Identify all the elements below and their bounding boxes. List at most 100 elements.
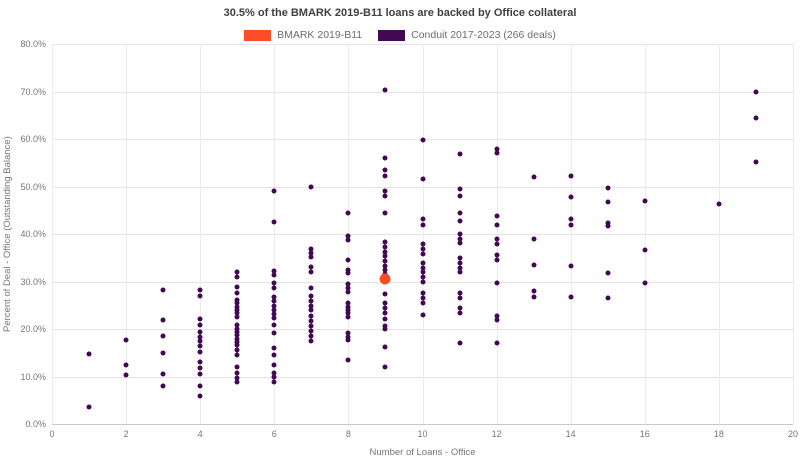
conduit-point[interactable]: [457, 269, 463, 275]
conduit-point[interactable]: [457, 255, 463, 261]
conduit-point[interactable]: [420, 295, 425, 301]
conduit-point[interactable]: [271, 330, 277, 336]
conduit-point[interactable]: [753, 89, 759, 95]
conduit-point[interactable]: [345, 334, 351, 340]
conduit-point[interactable]: [308, 264, 314, 270]
conduit-point[interactable]: [271, 374, 277, 380]
conduit-point[interactable]: [160, 371, 166, 377]
conduit-point[interactable]: [494, 280, 500, 286]
conduit-point[interactable]: [345, 267, 351, 273]
conduit-point[interactable]: [568, 216, 574, 222]
conduit-point[interactable]: [271, 285, 277, 291]
conduit-point[interactable]: [234, 364, 240, 370]
conduit-point[interactable]: [160, 350, 166, 356]
conduit-point[interactable]: [605, 223, 611, 229]
conduit-point[interactable]: [308, 313, 314, 319]
conduit-point[interactable]: [234, 300, 240, 306]
conduit-point[interactable]: [457, 305, 463, 311]
conduit-point[interactable]: [234, 310, 240, 316]
conduit-point[interactable]: [197, 329, 203, 335]
conduit-point[interactable]: [382, 249, 388, 255]
conduit-point[interactable]: [382, 188, 388, 194]
conduit-point[interactable]: [308, 323, 314, 329]
conduit-point[interactable]: [494, 340, 500, 346]
conduit-point[interactable]: [494, 146, 500, 151]
conduit-point[interactable]: [271, 352, 277, 358]
conduit-point[interactable]: [234, 339, 240, 345]
conduit-point[interactable]: [568, 263, 574, 269]
conduit-point[interactable]: [271, 303, 277, 309]
conduit-point[interactable]: [234, 314, 240, 320]
conduit-point[interactable]: [457, 240, 463, 246]
conduit-point[interactable]: [382, 210, 388, 216]
conduit-point[interactable]: [308, 293, 314, 299]
conduit-point[interactable]: [420, 265, 425, 271]
conduit-point[interactable]: [234, 332, 240, 338]
conduit-point[interactable]: [568, 194, 574, 200]
conduit-point[interactable]: [271, 370, 277, 376]
conduit-point[interactable]: [382, 326, 388, 332]
conduit-point[interactable]: [382, 316, 388, 322]
conduit-point[interactable]: [382, 300, 388, 306]
conduit-point[interactable]: [308, 285, 314, 291]
conduit-point[interactable]: [271, 268, 277, 274]
conduit-point[interactable]: [382, 87, 388, 93]
conduit-point[interactable]: [234, 322, 240, 328]
conduit-point[interactable]: [197, 393, 203, 399]
conduit-point[interactable]: [457, 186, 463, 192]
conduit-point[interactable]: [197, 322, 203, 328]
conduit-point[interactable]: [345, 310, 351, 316]
conduit-point[interactable]: [234, 375, 240, 381]
conduit-point[interactable]: [420, 260, 425, 266]
conduit-point[interactable]: [345, 281, 351, 287]
conduit-point[interactable]: [420, 274, 425, 280]
conduit-point[interactable]: [345, 330, 351, 336]
conduit-point[interactable]: [234, 304, 240, 310]
conduit-point[interactable]: [197, 293, 203, 299]
conduit-point[interactable]: [494, 150, 500, 156]
conduit-point[interactable]: [234, 336, 240, 341]
conduit-point[interactable]: [382, 263, 388, 269]
conduit-point[interactable]: [605, 295, 611, 301]
conduit-point[interactable]: [605, 270, 611, 276]
conduit-point[interactable]: [271, 219, 277, 225]
conduit-point[interactable]: [531, 236, 537, 242]
conduit-point[interactable]: [271, 345, 277, 351]
conduit-point[interactable]: [271, 188, 277, 194]
conduit-point[interactable]: [197, 371, 203, 377]
conduit-point[interactable]: [234, 379, 240, 385]
conduit-point[interactable]: [271, 322, 277, 328]
conduit-point[interactable]: [197, 359, 203, 365]
conduit-point[interactable]: [271, 294, 277, 300]
conduit-point[interactable]: [308, 328, 314, 334]
conduit-point[interactable]: [494, 313, 500, 319]
legend-item-bmark[interactable]: BMARK 2019-B11: [244, 29, 362, 41]
conduit-point[interactable]: [345, 300, 351, 306]
conduit-point[interactable]: [457, 231, 463, 237]
conduit-point[interactable]: [160, 383, 166, 389]
conduit-point[interactable]: [160, 333, 166, 339]
conduit-point[interactable]: [605, 220, 611, 226]
conduit-point[interactable]: [420, 216, 425, 222]
conduit-point[interactable]: [457, 218, 463, 224]
conduit-point[interactable]: [234, 307, 240, 313]
conduit-point[interactable]: [234, 329, 240, 335]
conduit-point[interactable]: [420, 176, 425, 182]
conduit-point[interactable]: [605, 199, 611, 205]
conduit-point[interactable]: [457, 340, 463, 346]
conduit-point[interactable]: [234, 290, 240, 296]
conduit-point[interactable]: [382, 323, 388, 329]
conduit-point[interactable]: [457, 193, 463, 199]
conduit-point[interactable]: [271, 362, 277, 368]
conduit-point[interactable]: [234, 347, 240, 353]
conduit-point[interactable]: [531, 288, 537, 294]
conduit-point[interactable]: [642, 280, 648, 286]
conduit-point[interactable]: [308, 303, 314, 309]
conduit-point[interactable]: [716, 201, 722, 207]
conduit-point[interactable]: [271, 379, 277, 385]
conduit-point[interactable]: [382, 167, 388, 173]
conduit-point[interactable]: [197, 349, 203, 355]
conduit-point[interactable]: [345, 289, 351, 295]
conduit-point[interactable]: [642, 247, 648, 253]
conduit-point[interactable]: [382, 291, 388, 297]
